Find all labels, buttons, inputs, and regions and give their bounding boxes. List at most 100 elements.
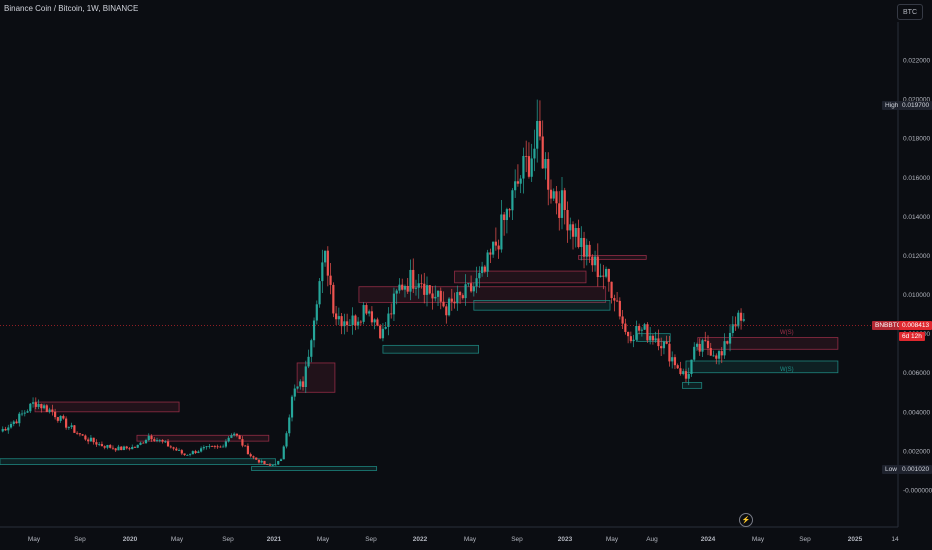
candle	[304, 360, 307, 393]
candle	[216, 444, 219, 449]
candle	[142, 441, 145, 444]
time-tick-label: Sep	[365, 536, 377, 543]
candle-body	[525, 155, 528, 157]
tradingview-logo-icon[interactable]: ⚡	[739, 513, 753, 527]
candle-body	[238, 435, 241, 440]
time-tick-label: 14	[891, 536, 899, 543]
candle	[458, 290, 462, 304]
candle	[235, 433, 239, 438]
time-tick-label: Sep	[222, 536, 234, 543]
candle-body	[660, 346, 663, 349]
candle	[177, 448, 181, 451]
candle	[417, 273, 420, 299]
candle	[76, 431, 79, 435]
candle	[122, 445, 126, 451]
candle-body	[169, 446, 172, 448]
candle	[98, 442, 101, 447]
candle-body	[739, 312, 743, 321]
candle	[354, 314, 357, 331]
candle	[290, 394, 294, 422]
candle-body	[742, 319, 745, 321]
candle-body	[346, 321, 349, 326]
currency-button[interactable]: BTC	[897, 4, 923, 20]
candle	[632, 334, 635, 348]
candle	[282, 445, 285, 460]
candle	[662, 340, 666, 355]
price-tick-label: 0.012000	[903, 253, 930, 260]
candle	[635, 320, 638, 342]
candle	[431, 285, 434, 310]
candle-body	[29, 403, 32, 412]
candle-body	[15, 421, 18, 424]
candle	[312, 317, 316, 348]
candle	[348, 319, 351, 326]
low-label: Low	[882, 465, 900, 474]
candle	[37, 399, 40, 410]
candle	[442, 291, 445, 308]
candle-body	[158, 439, 161, 441]
candle	[420, 274, 423, 289]
candle-body	[676, 365, 679, 369]
candle-body	[717, 351, 721, 359]
candle	[59, 415, 62, 423]
candle	[65, 416, 68, 430]
candle-body	[698, 343, 701, 352]
candle-body	[20, 413, 24, 415]
candle	[1, 426, 4, 433]
candle-body	[70, 425, 73, 428]
candle	[326, 246, 329, 287]
candle-body	[142, 442, 145, 444]
candle	[18, 411, 21, 427]
candle-body	[428, 285, 431, 294]
candle-body	[442, 301, 445, 307]
demand-zone	[473, 300, 611, 311]
candle-body	[486, 252, 489, 272]
candle-body	[277, 461, 280, 465]
time-tick-label: May	[464, 536, 477, 543]
candle-body	[87, 439, 90, 442]
candle-body	[65, 418, 68, 428]
candle-body	[365, 305, 368, 314]
candle-body	[263, 460, 266, 465]
candle-body	[516, 181, 520, 184]
candle	[131, 444, 134, 450]
candle-body	[186, 454, 189, 456]
candle	[332, 282, 335, 318]
candle-body	[109, 445, 112, 448]
candle-body	[607, 268, 610, 282]
candle	[48, 407, 51, 414]
time-tick-label: 2024	[701, 536, 716, 543]
candle-body	[128, 448, 131, 450]
candle	[368, 309, 371, 317]
candle-body	[260, 460, 263, 463]
candle-body	[249, 454, 252, 457]
candle-body	[662, 341, 666, 349]
candle-body	[246, 445, 250, 455]
symbol-label: BNBBTC	[872, 321, 905, 330]
candle	[87, 437, 90, 445]
candle	[508, 207, 511, 218]
candle-body	[439, 290, 442, 302]
candle-body	[153, 439, 156, 441]
candle	[530, 143, 533, 182]
candle-body	[84, 435, 87, 440]
candle-body	[401, 284, 404, 290]
candle	[67, 426, 70, 430]
candle-body	[475, 278, 478, 287]
candle-body	[315, 304, 318, 321]
candle-body	[522, 155, 525, 179]
candle-body	[370, 311, 374, 323]
candle	[78, 433, 81, 437]
candle	[365, 303, 368, 316]
candle-body	[288, 417, 291, 434]
candle-body	[73, 425, 76, 433]
candle-body	[643, 324, 646, 330]
candle	[34, 397, 37, 410]
candle-body	[197, 451, 200, 454]
time-tick-label: Aug	[646, 536, 658, 543]
candle-body	[133, 446, 137, 448]
candle	[450, 288, 453, 311]
candle-body	[89, 437, 93, 442]
candle	[665, 335, 668, 345]
